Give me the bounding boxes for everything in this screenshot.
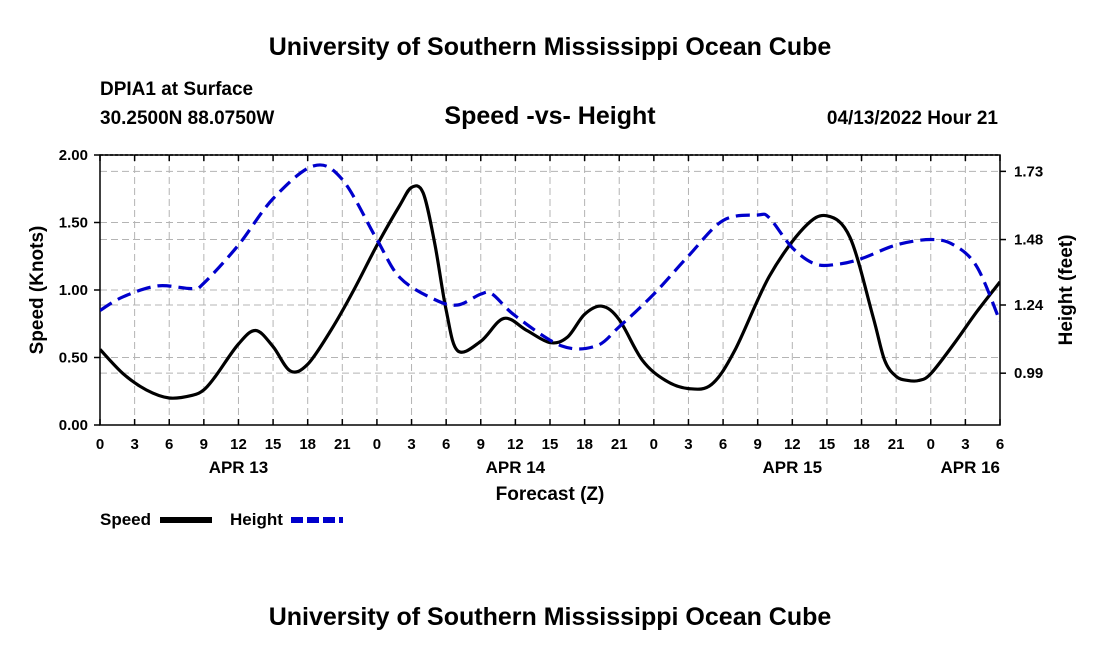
y2-tick-label: 1.24 xyxy=(1014,297,1044,314)
coordinates-label: 30.2500N 88.0750W xyxy=(100,108,274,129)
y2-axis-label: Height (feet) xyxy=(1056,235,1077,346)
x-tick-label: 9 xyxy=(200,436,208,453)
x-axis: 0 3 6 9 12 15 18 21 0 3 6 9 12 15 18 21 0 3 6 9 12 15 18 21 0 3 6 A… xyxy=(96,155,1004,477)
date-label: APR 14 xyxy=(486,458,546,477)
x-tick-label: 6 xyxy=(719,436,727,453)
x-tick-label: 12 xyxy=(230,436,247,453)
series-line-height xyxy=(100,163,1000,351)
date-label: APR 16 xyxy=(940,458,1000,477)
chart-title: Speed -vs- Height xyxy=(444,102,656,130)
x-tick-label: 3 xyxy=(684,436,692,453)
x-tick-label: 18 xyxy=(853,436,870,453)
y-tick-label: 1.00 xyxy=(59,282,88,299)
x-tick-label: 9 xyxy=(477,436,485,453)
x-tick-label: 6 xyxy=(442,436,450,453)
legend: Speed Height xyxy=(100,510,343,529)
x-tick-label: 0 xyxy=(927,436,935,453)
x-tick-label: 0 xyxy=(373,436,381,453)
y-axis-label: Speed (Knots) xyxy=(27,226,48,355)
date-label: APR 15 xyxy=(763,458,823,477)
x-tick-label: 12 xyxy=(507,436,524,453)
y-axis-right: 0.99 1.24 1.48 1.73 xyxy=(1000,163,1044,382)
y2-tick-label: 0.99 xyxy=(1014,365,1043,382)
x-tick-label: 9 xyxy=(754,436,762,453)
x-tick-label: 15 xyxy=(542,436,559,453)
footer-title: University of Southern Mississippi Ocean… xyxy=(269,603,832,631)
x-tick-label: 3 xyxy=(407,436,415,453)
x-tick-label: 21 xyxy=(611,436,628,453)
y-tick-label: 0.00 xyxy=(59,417,88,434)
x-tick-label: 15 xyxy=(265,436,282,453)
y2-tick-label: 1.48 xyxy=(1014,232,1043,249)
series-line-speed xyxy=(100,184,1000,400)
x-tick-label: 21 xyxy=(334,436,351,453)
x-tick-label: 3 xyxy=(961,436,969,453)
x-tick-label: 18 xyxy=(576,436,593,453)
x-axis-label: Forecast (Z) xyxy=(496,484,605,505)
y-tick-label: 2.00 xyxy=(59,147,88,164)
x-tick-label: 21 xyxy=(888,436,905,453)
x-tick-label: 15 xyxy=(819,436,836,453)
x-tick-label: 0 xyxy=(96,436,104,453)
legend-speed-label: Speed xyxy=(100,510,151,529)
legend-height-label: Height xyxy=(230,510,283,529)
date-label: APR 13 xyxy=(209,458,269,477)
y2-tick-label: 1.73 xyxy=(1014,163,1043,180)
x-tick-label: 12 xyxy=(784,436,801,453)
station-label: DPIA1 at Surface xyxy=(100,79,253,100)
x-tick-label: 18 xyxy=(299,436,316,453)
series-lines xyxy=(100,163,1000,400)
y-tick-label: 1.50 xyxy=(59,215,88,232)
page-title: University of Southern Mississippi Ocean… xyxy=(269,33,832,61)
y-axis-left: 0.00 0.50 1.00 1.50 2.00 xyxy=(59,147,100,434)
y-tick-label: 0.50 xyxy=(59,350,88,367)
x-tick-label: 6 xyxy=(996,436,1004,453)
x-tick-label: 0 xyxy=(650,436,658,453)
x-tick-label: 6 xyxy=(165,436,173,453)
timestamp-label: 04/13/2022 Hour 21 xyxy=(827,108,999,129)
x-tick-label: 3 xyxy=(130,436,138,453)
